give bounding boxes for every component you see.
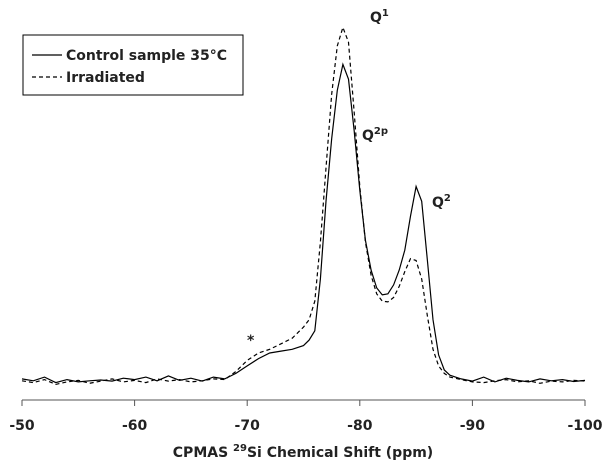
legend-box bbox=[22, 34, 244, 96]
x-title-prefix: CPMAS bbox=[173, 445, 233, 461]
annotation-text: Q bbox=[432, 195, 444, 211]
annotation-sup: 1 bbox=[382, 8, 389, 19]
annotation-text: Q bbox=[370, 10, 382, 26]
legend-label: Irradiated bbox=[66, 70, 145, 86]
annotation: * bbox=[247, 333, 255, 349]
x-tick-label: -100 bbox=[567, 418, 602, 434]
x-axis-title: CPMAS 29Si Chemical Shift (ppm) bbox=[173, 443, 433, 461]
legend-label: Control sample 35°C bbox=[66, 48, 227, 64]
x-tick-label: -80 bbox=[347, 418, 373, 434]
annotation: Q2 bbox=[432, 193, 451, 211]
annotation-sup: 2p bbox=[374, 126, 388, 137]
x-tick-label: -90 bbox=[460, 418, 486, 434]
annotation-text: * bbox=[247, 333, 255, 349]
annotation-sup: 2 bbox=[444, 193, 451, 204]
series-line bbox=[21, 25, 586, 386]
x-tick-label: -60 bbox=[122, 418, 148, 434]
x-tick-label: -50 bbox=[9, 418, 35, 434]
x-title-sup: 29 bbox=[233, 443, 247, 454]
x-tick-label: -70 bbox=[235, 418, 261, 434]
annotation: Q2p bbox=[362, 126, 388, 144]
annotation: Q1 bbox=[370, 8, 389, 26]
annotation-text: Q bbox=[362, 128, 374, 144]
x-title-rest: Si Chemical Shift (ppm) bbox=[247, 445, 433, 461]
series-line bbox=[21, 62, 586, 384]
